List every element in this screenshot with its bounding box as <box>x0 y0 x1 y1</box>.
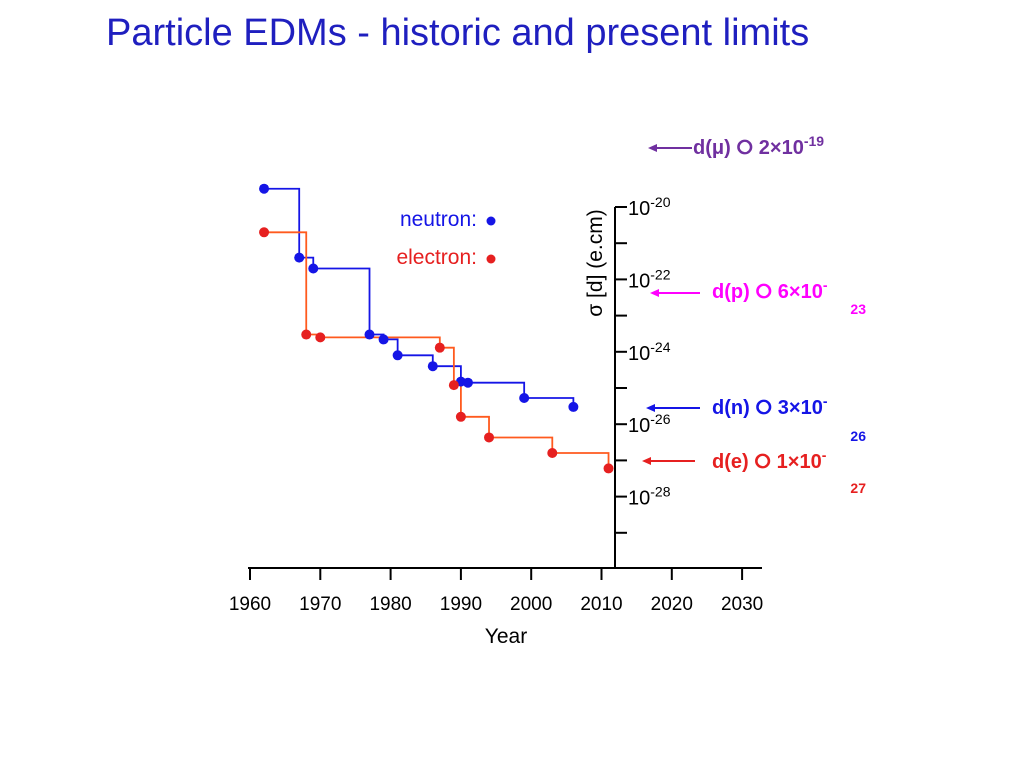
y-tick-label-base: 10 <box>628 198 650 220</box>
limit-exponent: -19 <box>804 133 824 149</box>
series-1-point <box>603 463 614 474</box>
limit-label: d(μ) ⭘ 2×10-19 <box>693 133 824 159</box>
series-0-point <box>259 183 270 194</box>
target-icon: ⭘ <box>755 451 771 473</box>
y-tick-label: 10-22 <box>628 266 671 292</box>
x-tick-label: 2010 <box>580 594 622 615</box>
y-tick-label-base: 10 <box>628 488 650 510</box>
series-0-point <box>364 329 375 340</box>
limit-mantissa: 2×10 <box>759 137 804 159</box>
series-0-point <box>392 350 403 361</box>
x-tick-label: 2030 <box>721 594 763 615</box>
limit-annotations: d(μ) ⭘ 2×10-19d(p) ⭘ 6×10-23d(n) ⭘ 3×10-26d(e)… <box>642 133 866 496</box>
series-0-point <box>427 361 438 372</box>
y-tick-label-exp: -28 <box>650 484 670 500</box>
data-points <box>259 183 614 474</box>
x-axis-title: Year <box>485 625 527 648</box>
y-tick-label: 10-28 <box>628 484 671 510</box>
axes: 1960 1970 1980 1990 2000 2010 2020 2030Year10-2… <box>229 194 763 648</box>
x-tick-label: 2000 <box>510 594 552 615</box>
x-tick-label: 1960 <box>229 594 271 615</box>
limit-particle: d(μ) <box>693 137 731 159</box>
limit-particle: d(p) <box>712 281 750 303</box>
limit-exponent-digits: 27 <box>850 480 866 496</box>
limit-exponent-sign: - <box>823 393 828 409</box>
series-1-point <box>455 411 466 422</box>
arrow-head-icon <box>646 404 655 412</box>
limit-mantissa: 3×10 <box>778 397 823 419</box>
x-tick-label: 1970 <box>299 594 341 615</box>
y-tick-label: 10-24 <box>628 339 671 365</box>
limit-exponent-sign: - <box>823 277 828 293</box>
y-tick-label: 10-20 <box>628 194 671 220</box>
y-tick-label-base: 10 <box>628 415 650 437</box>
target-icon: ⭘ <box>756 397 772 419</box>
series-1-point <box>547 448 558 459</box>
limit-label: d(e) ⭘ 1×10- <box>712 447 827 473</box>
limit-mantissa: 1×10 <box>777 451 822 473</box>
y-tick-label-base: 10 <box>628 270 650 292</box>
legend: neutron: electron: <box>396 208 496 269</box>
x-tick-label: 2020 <box>651 594 693 615</box>
limit-particle: d(n) <box>712 397 750 419</box>
y-tick-label-exp: -26 <box>650 411 670 427</box>
y-tick-label-exp: -20 <box>650 194 670 210</box>
limit-exponent-digits: 26 <box>850 428 866 444</box>
legend-label: electron: <box>396 246 477 269</box>
y-tick-label-exp: -24 <box>650 339 670 355</box>
arrow-head-icon <box>650 289 659 297</box>
series-1-point <box>484 432 495 443</box>
x-tick-label: 1990 <box>440 594 482 615</box>
arrow-head-icon <box>648 144 657 152</box>
target-icon: ⭘ <box>737 137 753 159</box>
slide-title: Particle EDMs - historic and present lim… <box>106 12 810 54</box>
y-tick-label-base: 10 <box>628 343 650 365</box>
series-0-point <box>462 377 473 388</box>
legend-marker <box>486 254 496 264</box>
series-0-point <box>308 263 319 274</box>
y-axis-title: σ [d] (e.cm) <box>584 209 607 316</box>
series-0-point <box>568 401 579 412</box>
limit-particle: d(e) <box>712 451 749 473</box>
y-tick-label: 10-26 <box>628 411 671 437</box>
arrow-head-icon <box>642 457 651 465</box>
series-0-point <box>294 252 305 263</box>
series-0-point <box>378 334 389 345</box>
target-icon: ⭘ <box>756 281 772 303</box>
series-1-point <box>448 380 459 391</box>
series-0-point <box>519 392 530 403</box>
series-1-point <box>301 329 312 340</box>
y-tick-label-exp: -22 <box>650 266 670 282</box>
limit-mantissa: 6×10 <box>778 281 823 303</box>
legend-marker <box>486 216 496 226</box>
limit-exponent-sign: - <box>822 447 827 463</box>
x-tick-label: 1980 <box>369 594 411 615</box>
series-1-point <box>259 227 270 238</box>
series-1-point <box>315 332 326 343</box>
limit-label: d(p) ⭘ 6×10- <box>712 277 828 303</box>
series-1-point <box>434 342 445 353</box>
limit-exponent-digits: 23 <box>850 301 866 317</box>
legend-label: neutron: <box>400 208 477 231</box>
limit-label: d(n) ⭘ 3×10- <box>712 393 828 419</box>
